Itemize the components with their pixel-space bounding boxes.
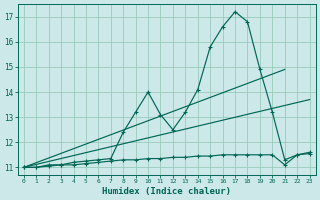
- X-axis label: Humidex (Indice chaleur): Humidex (Indice chaleur): [102, 187, 231, 196]
